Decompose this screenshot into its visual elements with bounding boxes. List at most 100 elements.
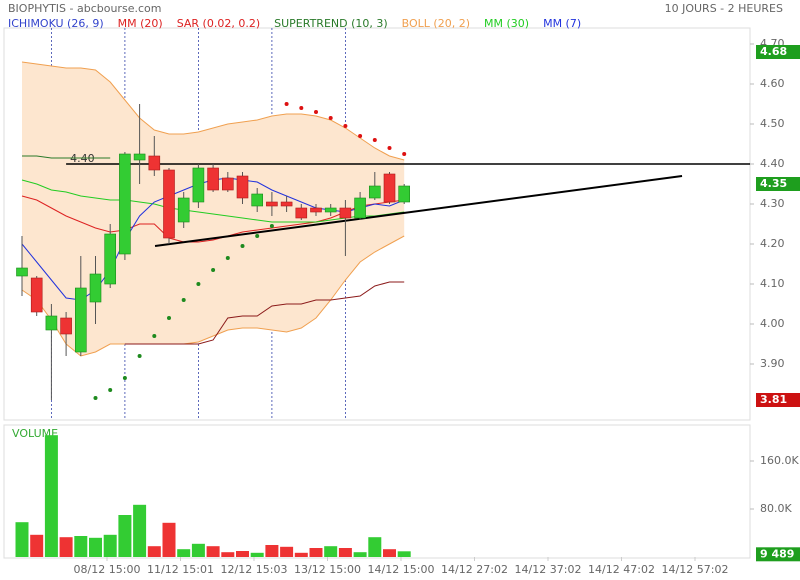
sar-dot [358,134,363,138]
volume-bar [221,552,235,557]
indicator-line [21,179,405,223]
volume-bar [250,552,264,557]
volume-bar [368,537,382,557]
sar-dot [122,376,127,380]
volume-bar [147,546,161,557]
volume-bar [383,549,396,557]
volume-bar [309,548,323,557]
sar-dot [372,138,377,142]
legend-entry: MM (7) [543,17,581,30]
volume-bar [397,551,411,557]
y-tick-label: 4.60 [760,77,785,90]
legend-entry: SUPERTREND (10, 3) [274,17,388,30]
price-marker-label: 4.35 [760,177,787,190]
x-tick-label: 14/12 47:02 [588,563,655,576]
volume-marker-label: 9 489 [760,547,794,560]
sar-dot [225,256,230,260]
x-tick-label: 14/12 27:02 [441,563,508,576]
boll-upper [21,61,405,161]
candle-body [339,207,352,219]
candle-body [60,317,72,335]
candle-body [119,153,131,255]
volume-bar [30,534,44,557]
sar-dot [240,244,245,248]
candle-body [324,207,337,213]
volume-bar [191,543,205,557]
sar-dot [255,234,260,238]
volume-bar [44,435,58,557]
candle-body [398,185,411,203]
sar-dot [269,224,274,228]
volume-bar [294,552,308,557]
x-tick-label: 12/12 15:03 [221,563,288,576]
price-marker [756,177,800,191]
sar-dot [402,152,407,156]
price-marker [756,45,800,59]
candle-body [266,201,278,207]
candle-body [133,153,146,161]
candle-body [89,273,102,303]
legend-entry: MM (30) [484,17,529,30]
candle-body [280,201,293,207]
y-tick-label: 4.40 [760,157,785,170]
indicator-line [22,155,111,159]
candle-body [75,287,87,353]
trendline [154,175,683,247]
candle-body [310,207,322,213]
y-tick-label: 3.90 [760,357,785,370]
x-tick-label: 14/12 37:02 [515,563,582,576]
x-tick-label: 13/12 15:00 [294,563,361,576]
candle-body [207,167,219,191]
candle-body [222,177,234,191]
indicator-line [124,281,405,345]
candle-body [163,169,175,239]
sar-dot [152,334,157,338]
sar-dot [93,396,98,400]
volume-bar [236,551,249,557]
volume-bar [89,537,102,557]
y-tick-label: 4.20 [760,237,785,250]
sar-dot [284,102,289,106]
chart-title: BIOPHYTIS - abcbourse.com [8,2,161,15]
sar-dot [343,124,348,128]
candle-body [30,277,43,313]
x-tick-label: 14/12 57:02 [662,563,729,576]
period: 10 JOURS - 2 HEURES [665,2,783,15]
candle-body [368,185,381,199]
x-tick-label: 08/12 15:00 [74,563,141,576]
price-panel [3,27,751,421]
boll-lower [21,235,405,357]
price-marker [756,393,800,407]
candle-body [148,155,161,171]
sar-dot [211,268,216,272]
volume-bar [353,552,367,557]
volume-bar [338,548,352,557]
sar-dot [137,354,142,358]
sar-dot [387,146,392,150]
volume-bar [162,522,176,557]
volume-bar [177,549,191,557]
candle-body [295,207,308,219]
candle-body [16,267,28,277]
y-tick-label: 4.50 [760,117,785,130]
volume-panel [3,424,751,559]
y-tick-label: 4.00 [760,317,785,330]
sar-dot [181,298,186,302]
sar-dot [299,106,304,110]
candle-body [192,167,205,203]
candle-body [383,173,396,203]
volume-bar [15,522,29,557]
volume-bar [265,545,279,557]
volume-bar [280,546,294,557]
volume-bar [74,536,88,557]
volume-bar [59,537,73,557]
price-marker-label: 3.81 [760,393,787,406]
legend-entry: BOLL (20, 2) [402,17,470,30]
volume-bar [118,515,132,557]
volume-y-tick-label: 160.0K [760,454,799,467]
volume-bar [206,546,220,557]
y-tick-label: 4.10 [760,277,785,290]
price-marker-label: 4.68 [760,45,787,58]
